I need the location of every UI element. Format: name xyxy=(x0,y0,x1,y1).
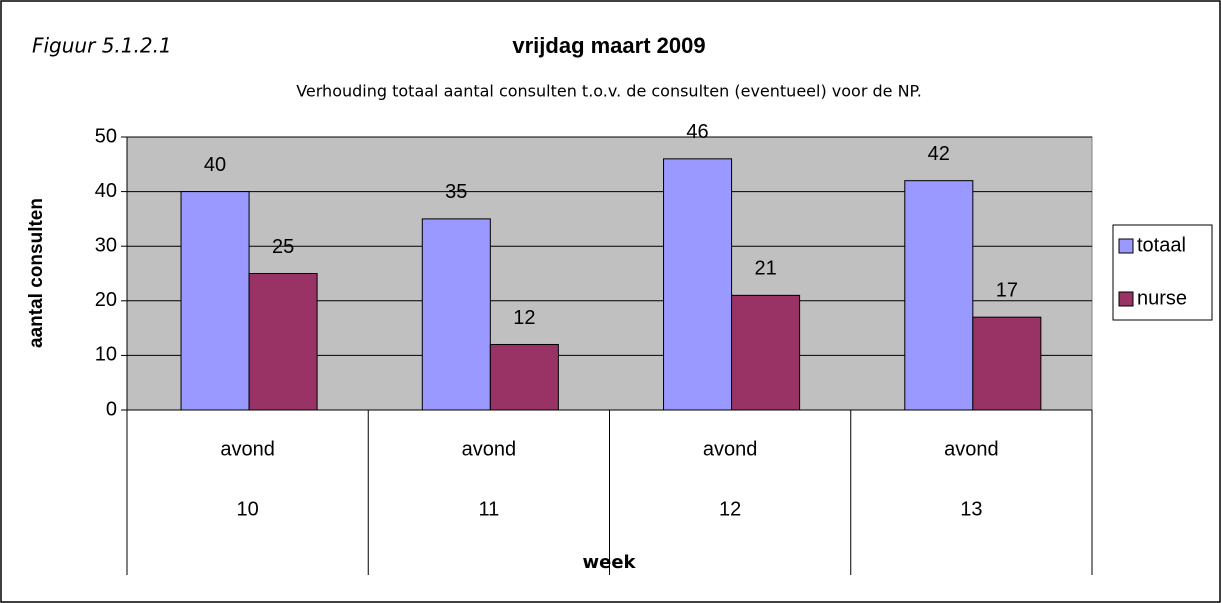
x-tick-label-group: 10 xyxy=(237,498,259,520)
y-axis-title: aantal consulten xyxy=(26,198,47,348)
bar xyxy=(972,316,1042,411)
y-tick-label: 10 xyxy=(95,344,117,366)
bar xyxy=(731,294,801,411)
chart-subtitle: Verhouding totaal aantal consulten t.o.v… xyxy=(296,82,922,101)
x-tick-label-group: 11 xyxy=(478,498,499,520)
bar xyxy=(663,158,733,411)
data-label: 21 xyxy=(754,258,776,280)
legend-label: totaal xyxy=(1137,234,1186,256)
bar xyxy=(180,191,250,411)
x-tick-label: avond xyxy=(220,438,275,460)
legend-label: nurse xyxy=(1137,287,1187,309)
y-tick-label: 50 xyxy=(95,125,117,147)
data-label: 40 xyxy=(204,154,226,176)
x-tick-label: avond xyxy=(703,438,758,460)
x-tick-label-group: 12 xyxy=(719,498,741,520)
bar xyxy=(248,273,318,411)
bar xyxy=(489,343,559,411)
chart-title: vrijdag maart 2009 xyxy=(512,33,705,58)
data-label: 17 xyxy=(996,279,1018,301)
data-label: 12 xyxy=(513,307,535,329)
x-tick-label: avond xyxy=(944,438,999,460)
y-tick-label: 40 xyxy=(95,180,117,202)
bar xyxy=(421,218,491,411)
x-tick-label-group: 13 xyxy=(960,498,982,520)
data-label: 42 xyxy=(928,143,950,165)
legend-swatch xyxy=(1118,291,1134,307)
legend-swatch xyxy=(1118,238,1134,254)
data-label: 25 xyxy=(272,236,294,258)
data-label: 35 xyxy=(445,181,467,203)
data-label: 46 xyxy=(686,121,708,143)
x-tick-label: avond xyxy=(462,438,517,460)
y-tick-label: 0 xyxy=(106,398,117,420)
bar xyxy=(904,180,974,411)
figure-label: Figuur 5.1.2.1 xyxy=(32,34,172,58)
y-tick-label: 20 xyxy=(95,289,117,311)
y-tick-label: 30 xyxy=(95,234,117,256)
